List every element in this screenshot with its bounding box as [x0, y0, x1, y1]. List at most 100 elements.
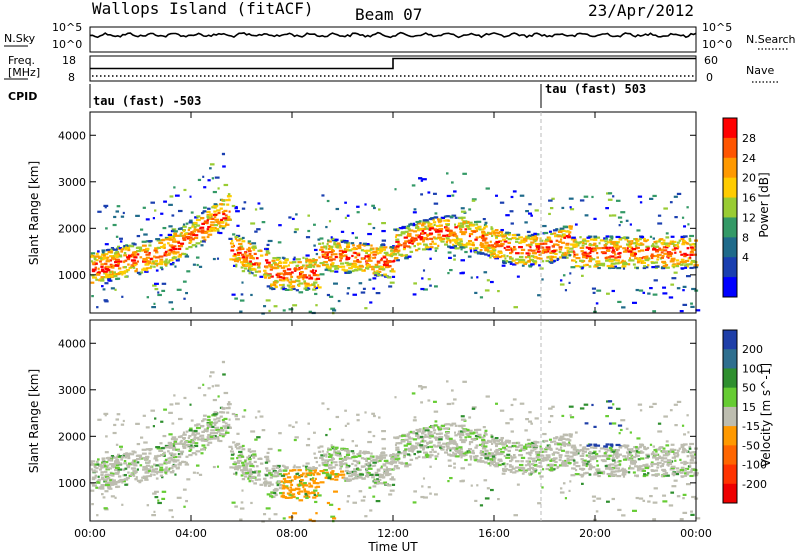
- velocity-cell: [264, 461, 269, 464]
- velocity-cell: [153, 457, 158, 460]
- power-cell: [110, 264, 115, 267]
- power-cell: [489, 256, 492, 259]
- velocity-cell: [177, 452, 182, 456]
- velocity-cell: [221, 435, 225, 438]
- velocity-cell: [157, 499, 160, 502]
- velocity-cell: [676, 495, 681, 498]
- velocity-cell: [298, 499, 304, 502]
- velocity-cell: [652, 451, 655, 454]
- power-cell: [653, 254, 658, 258]
- power-cell: [690, 302, 693, 305]
- power-cell: [384, 260, 387, 264]
- power-cell: [160, 245, 165, 249]
- power-cell: [479, 248, 483, 252]
- velocity-cell: [537, 502, 542, 505]
- velocity-cell: [107, 456, 112, 459]
- cpid-segment-2: tau (fast) 503: [545, 82, 646, 96]
- velocity-cell: [385, 482, 389, 486]
- velocity-cell: [582, 461, 586, 464]
- power-cell: [527, 249, 532, 252]
- power-cell: [437, 218, 440, 221]
- velocity-cell: [634, 465, 639, 468]
- power-cell: [569, 206, 572, 209]
- velocity-cell: [676, 470, 680, 473]
- power-cell: [395, 245, 400, 248]
- power-cell: [479, 242, 483, 245]
- velocity-cell: [397, 459, 400, 462]
- velocity-cell: [356, 413, 360, 416]
- velocity-cell: [225, 430, 228, 433]
- velocity-cell: [187, 440, 192, 443]
- velocity-cell: [212, 437, 217, 440]
- power-cell: [225, 222, 228, 225]
- power-cell: [346, 241, 350, 245]
- power-cell: [369, 301, 373, 304]
- power-cell: [501, 254, 505, 258]
- power-cell: [123, 251, 127, 255]
- power-cell: [283, 272, 289, 276]
- power-cell: [425, 227, 429, 230]
- power-cell: [637, 250, 641, 253]
- velocity-cell: [239, 469, 245, 472]
- velocity-cell: [329, 503, 334, 506]
- power-cell: [591, 287, 597, 290]
- velocity-cell: [371, 412, 375, 415]
- power-cell: [479, 296, 484, 299]
- power-cell: [133, 263, 137, 267]
- velocity-cell: [362, 495, 366, 498]
- velocity-cell: [331, 447, 336, 450]
- power-cell: [222, 217, 228, 220]
- velocity-cell: [110, 495, 115, 498]
- power-cell: [672, 266, 675, 269]
- power-cell: [152, 217, 156, 220]
- power-cell: [612, 195, 615, 198]
- velocity-cell: [653, 448, 657, 452]
- velocity-cell: [486, 458, 492, 461]
- power-cell: [329, 263, 333, 266]
- velocity-cell: [182, 488, 187, 491]
- velocity-cell: [364, 463, 368, 466]
- velocity-cell: [115, 464, 119, 467]
- power-cell: [268, 264, 272, 267]
- velocity-cell: [530, 457, 536, 460]
- power-cell: [105, 273, 110, 276]
- power-cell: [308, 310, 312, 313]
- velocity-cell: [484, 452, 489, 455]
- velocity-cell: [366, 463, 370, 466]
- power-cell: [391, 275, 396, 278]
- power-cell: [356, 205, 360, 208]
- power-cell: [136, 260, 139, 263]
- power-cell: [196, 215, 201, 218]
- velocity-cell: [422, 496, 428, 499]
- power-cell: [598, 242, 601, 245]
- velocity-cell: [276, 483, 282, 487]
- velocity-cell: [212, 465, 216, 469]
- velocity-cell: [674, 424, 678, 427]
- power-cell: [512, 248, 517, 251]
- velocity-cell: [422, 447, 426, 450]
- power-cell: [611, 242, 616, 245]
- power-cell: [102, 270, 108, 273]
- power-cell: [358, 268, 363, 271]
- power-cell: [100, 265, 104, 268]
- power-cell: [241, 256, 246, 259]
- power-cell: [372, 226, 376, 230]
- power-cell: [471, 243, 475, 246]
- power-cell: [354, 251, 357, 255]
- power-cell: [484, 241, 489, 244]
- velocity-cell: [308, 469, 313, 472]
- velocity-cell: [266, 451, 270, 455]
- velocity-cell: [112, 431, 117, 435]
- velocity-cell: [618, 463, 622, 466]
- velocity-cell: [394, 436, 398, 439]
- power-cell: [606, 264, 611, 268]
- velocity-cell: [482, 452, 487, 456]
- velocity-cell: [185, 461, 188, 464]
- power-cell: [592, 243, 596, 247]
- power-cell: [127, 248, 131, 252]
- power-cell: [589, 238, 595, 241]
- power-cell: [460, 207, 465, 210]
- power-cell: [262, 273, 267, 276]
- power-cell: [145, 253, 151, 256]
- power-cell: [465, 224, 470, 228]
